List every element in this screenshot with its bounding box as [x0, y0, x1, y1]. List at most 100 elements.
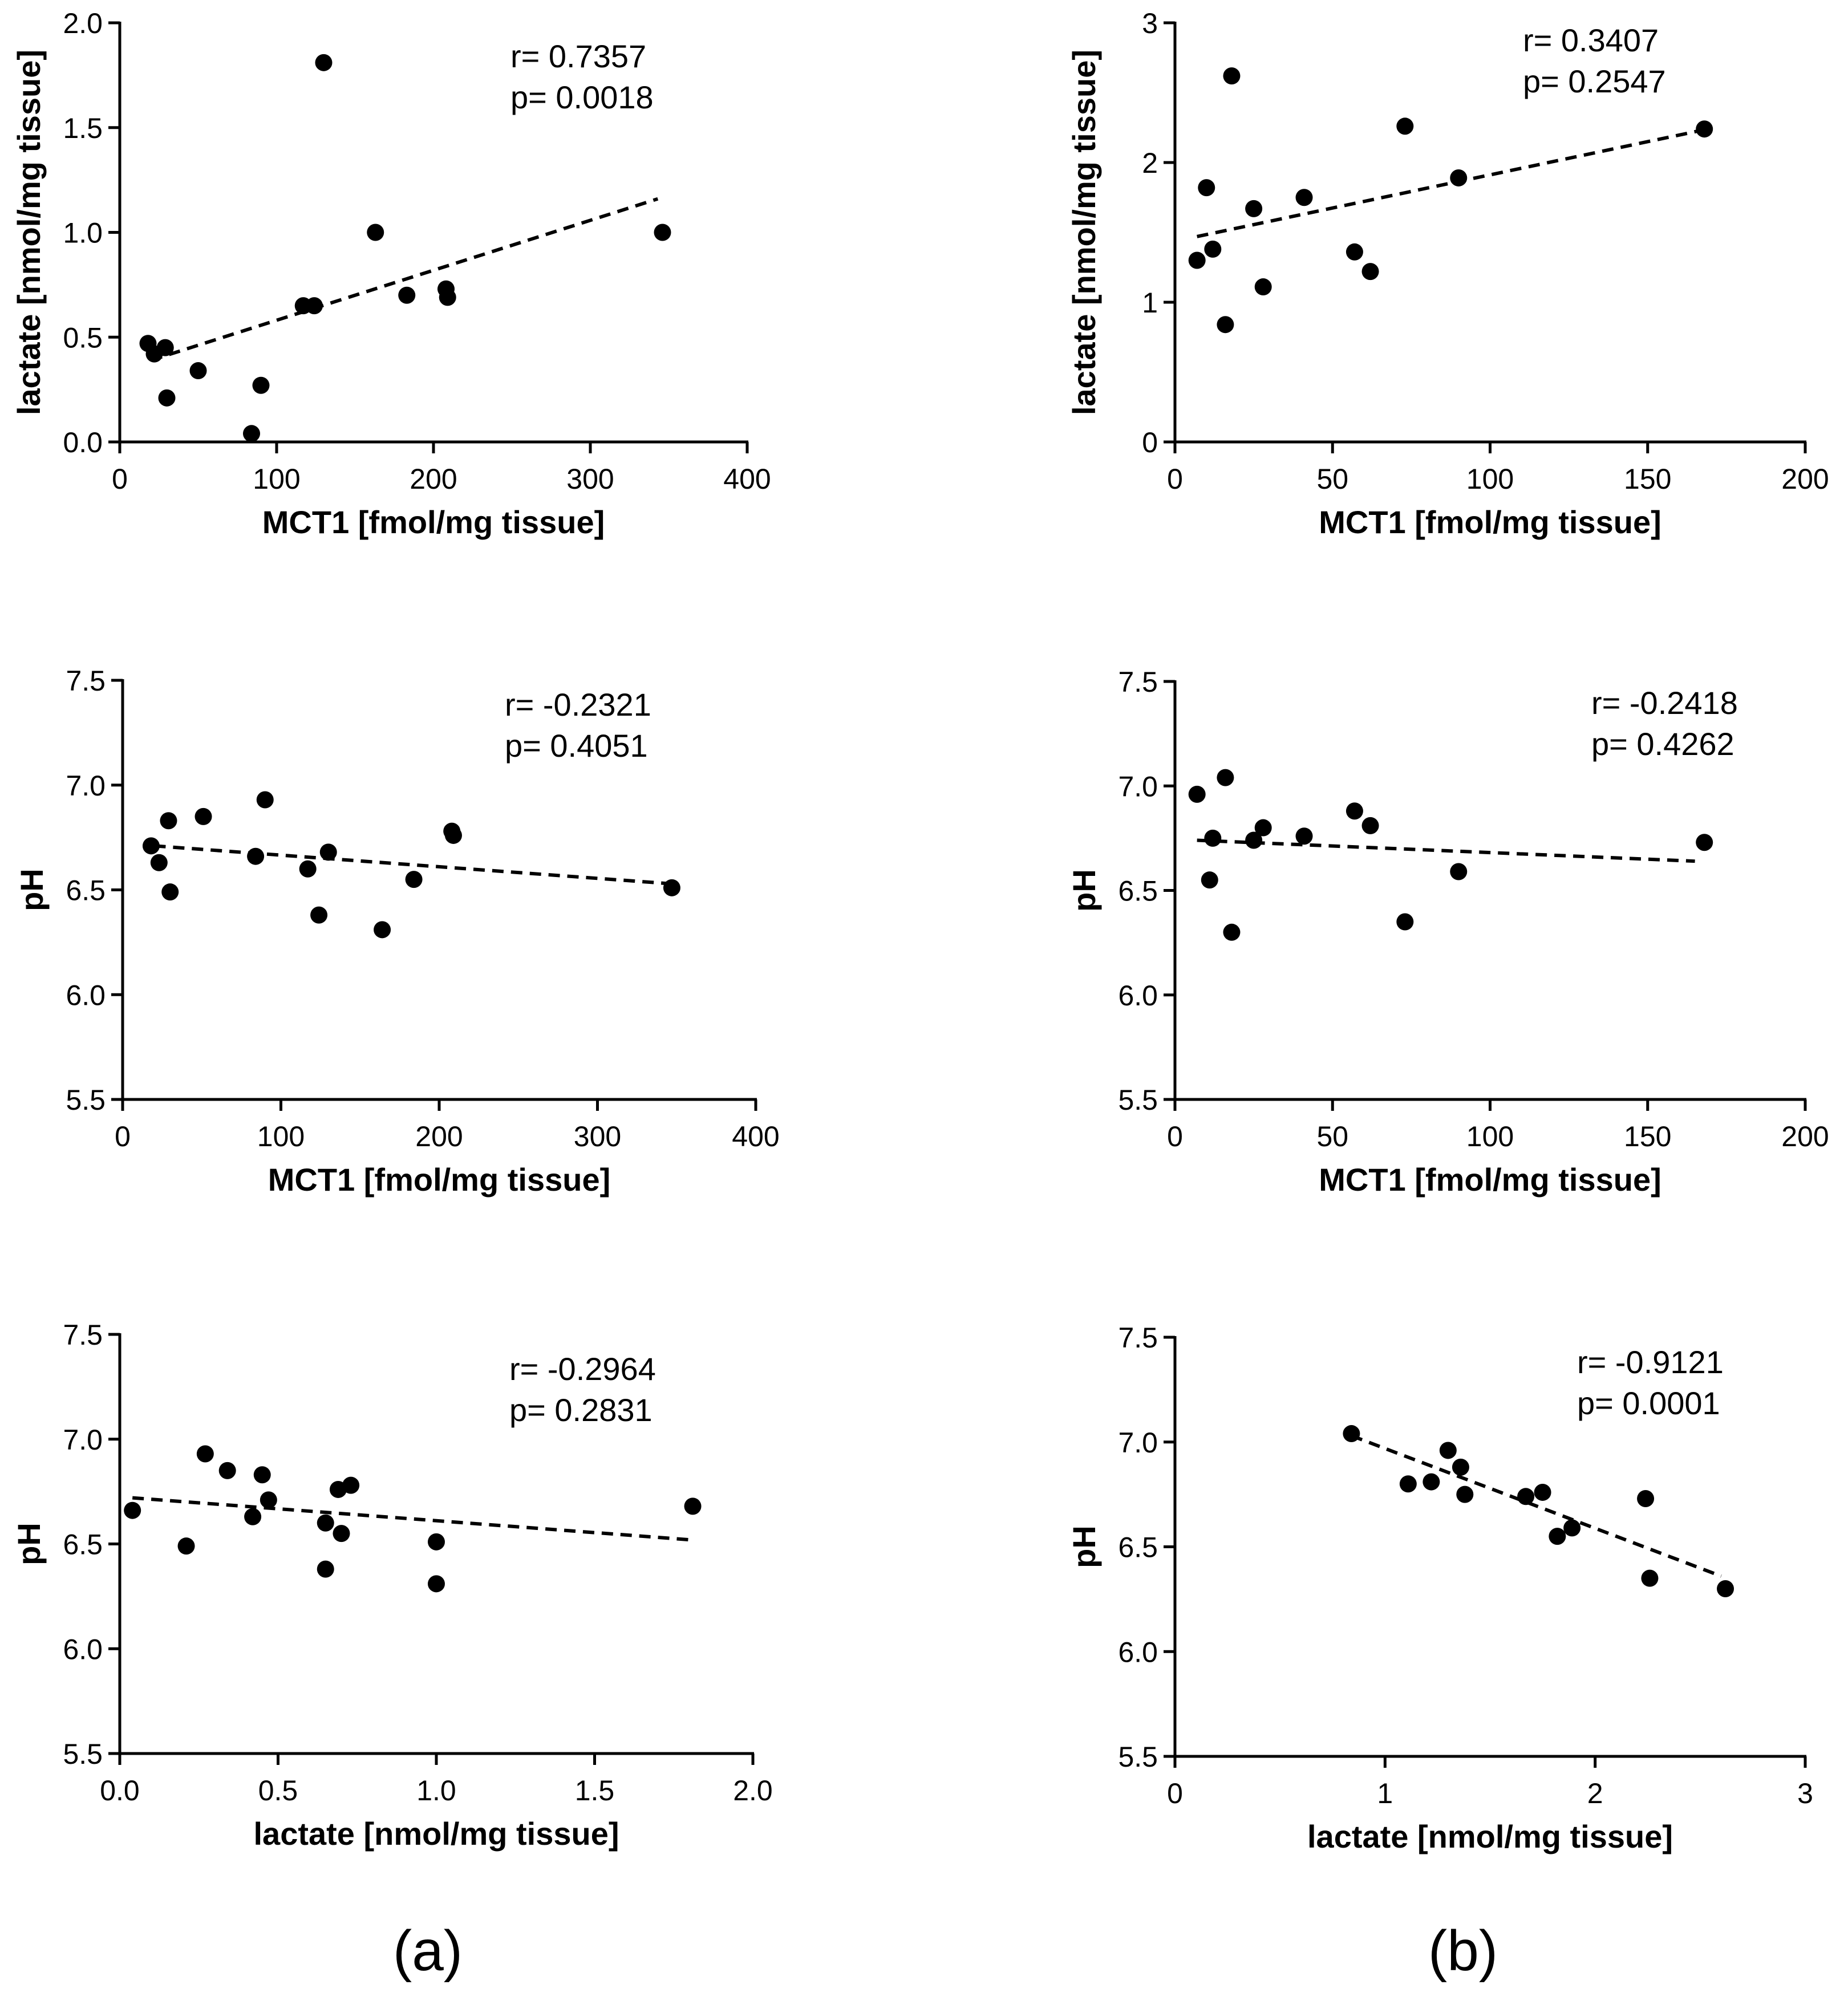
- x-tick-label: 0: [115, 1121, 131, 1152]
- p-value: p= 0.2831: [509, 1392, 653, 1428]
- regression-line: [1351, 1434, 1722, 1578]
- data-point: [333, 1525, 350, 1543]
- data-point: [1641, 1569, 1659, 1587]
- data-point: [1452, 1458, 1469, 1476]
- data-point: [1201, 871, 1218, 889]
- p-value: p= 0.4262: [1591, 726, 1734, 762]
- x-axis-label: MCT1 [fmol/mg tissue]: [262, 504, 605, 540]
- x-tick-label: 200: [415, 1121, 463, 1152]
- y-tick-label: 5.5: [1118, 1084, 1158, 1116]
- panel-label-a: (a): [393, 1919, 463, 1983]
- data-point: [1396, 913, 1414, 931]
- data-point: [374, 921, 391, 939]
- y-axis-label: lactate [nmol/mg tissue]: [11, 50, 47, 415]
- regression-line: [1197, 838, 1695, 863]
- data-point: [684, 1497, 702, 1515]
- y-tick-label: 1: [1142, 287, 1158, 319]
- panel-label-b: (b): [1428, 1919, 1498, 1983]
- chart-b2: 0 50 100 150 200 5.5 6.0 6.5 7.0 7.5 MCT1 [fmol/mg…: [1066, 666, 1829, 1198]
- data-point: [1563, 1519, 1581, 1537]
- data-point: [194, 807, 212, 825]
- x-tick-label: 0.5: [258, 1775, 298, 1807]
- y-tick-label: 6.0: [1118, 980, 1158, 1012]
- y-tick-label: 7.5: [1118, 666, 1158, 698]
- y-tick-label: 6.0: [66, 979, 106, 1011]
- data-point: [1450, 169, 1468, 186]
- data-point: [1399, 1475, 1417, 1493]
- y-tick-label: 6.5: [1118, 1532, 1158, 1564]
- data-point: [315, 54, 333, 71]
- x-tick-label: 50: [1316, 1121, 1348, 1152]
- p-value: p= 0.2547: [1523, 63, 1666, 99]
- data-point: [253, 1466, 271, 1484]
- data-point: [1439, 1442, 1457, 1459]
- y-tick-label: 0.0: [63, 427, 103, 458]
- x-tick-label: 0: [112, 463, 128, 495]
- y-axis-label: pH: [14, 868, 50, 911]
- data-point: [247, 847, 265, 865]
- y-tick-label: 7.5: [63, 1319, 103, 1351]
- data-point: [317, 1514, 334, 1532]
- data-point: [161, 883, 179, 901]
- chart-a1: 0 100 200 300 400 0.0 0.5 1.0 1.5 2.0 MCT1 [fmol/m…: [11, 7, 771, 540]
- x-tick-label: 100: [257, 1121, 305, 1152]
- data-point: [252, 376, 270, 394]
- data-point: [428, 1575, 445, 1593]
- data-point: [142, 837, 160, 855]
- chart-b3: 0 1 2 3 5.5 6.0 6.5 7.0 7.5 lactate [nmol/mg tiss…: [1066, 1322, 1813, 1854]
- data-point: [1717, 1580, 1734, 1597]
- x-axis-label: lactate [nmol/mg tissue]: [253, 1816, 619, 1852]
- y-tick-label: 7.0: [1118, 1427, 1158, 1459]
- x-tick-label: 200: [1781, 463, 1829, 495]
- y-tick-label: 6.5: [63, 1529, 103, 1561]
- data-point: [1534, 1483, 1551, 1501]
- y-tick-label: 6.5: [66, 875, 106, 907]
- regression-line: [154, 844, 669, 886]
- data-point: [1361, 263, 1379, 281]
- x-tick-label: 0: [1167, 463, 1183, 495]
- data-point: [1637, 1489, 1655, 1507]
- data-point: [1188, 251, 1206, 269]
- x-tick-label: 400: [723, 463, 771, 495]
- y-tick-label: 7.0: [63, 1424, 103, 1456]
- y-axis-label: lactate [nmol/mg tissue]: [1066, 50, 1102, 415]
- x-tick-label: 1: [1377, 1777, 1393, 1809]
- chart-a2: 0 100 200 300 400 5.5 6.0 6.5 7.0 7.5 MCT1 [fmol/m…: [14, 665, 780, 1198]
- x-tick-label: 0: [1167, 1121, 1183, 1152]
- data-point: [189, 362, 207, 380]
- x-tick-label: 2.0: [733, 1775, 773, 1807]
- data-point: [1346, 802, 1363, 820]
- data-point: [243, 425, 260, 443]
- data-point: [124, 1501, 141, 1519]
- y-tick-label: 6.0: [1118, 1636, 1158, 1668]
- data-point: [306, 297, 323, 315]
- chart-b1: 0 50 100 150 200 0 1 2 3 MCT1 [fmol/mg tissue] lac…: [1066, 7, 1829, 540]
- data-point: [160, 812, 177, 830]
- y-tick-label: 7.5: [1118, 1322, 1158, 1354]
- correlation-r: r= -0.2321: [505, 687, 651, 723]
- data-point: [1696, 120, 1713, 138]
- data-point: [1423, 1473, 1440, 1491]
- y-tick-label: 7.5: [66, 665, 106, 697]
- data-point: [1217, 769, 1234, 786]
- data-point: [1549, 1528, 1566, 1545]
- p-value: p= 0.4051: [505, 728, 648, 764]
- data-point: [342, 1476, 360, 1494]
- x-axis-label: MCT1 [fmol/mg tissue]: [268, 1162, 610, 1198]
- data-point: [1217, 316, 1234, 334]
- data-point: [1396, 117, 1414, 135]
- data-point: [1198, 179, 1215, 197]
- data-point: [1517, 1488, 1535, 1505]
- x-tick-label: 0: [1167, 1777, 1183, 1809]
- data-point: [1223, 923, 1241, 941]
- p-value: p= 0.0001: [1577, 1385, 1720, 1421]
- x-tick-label: 400: [732, 1121, 779, 1152]
- regression-line: [132, 1496, 690, 1542]
- x-axis-label: MCT1 [fmol/mg tissue]: [1319, 1162, 1661, 1198]
- x-tick-label: 1.0: [416, 1775, 456, 1807]
- regression-line: [151, 197, 659, 362]
- x-tick-label: 1.5: [575, 1775, 615, 1807]
- data-point: [317, 1560, 334, 1578]
- x-tick-label: 2: [1587, 1777, 1603, 1809]
